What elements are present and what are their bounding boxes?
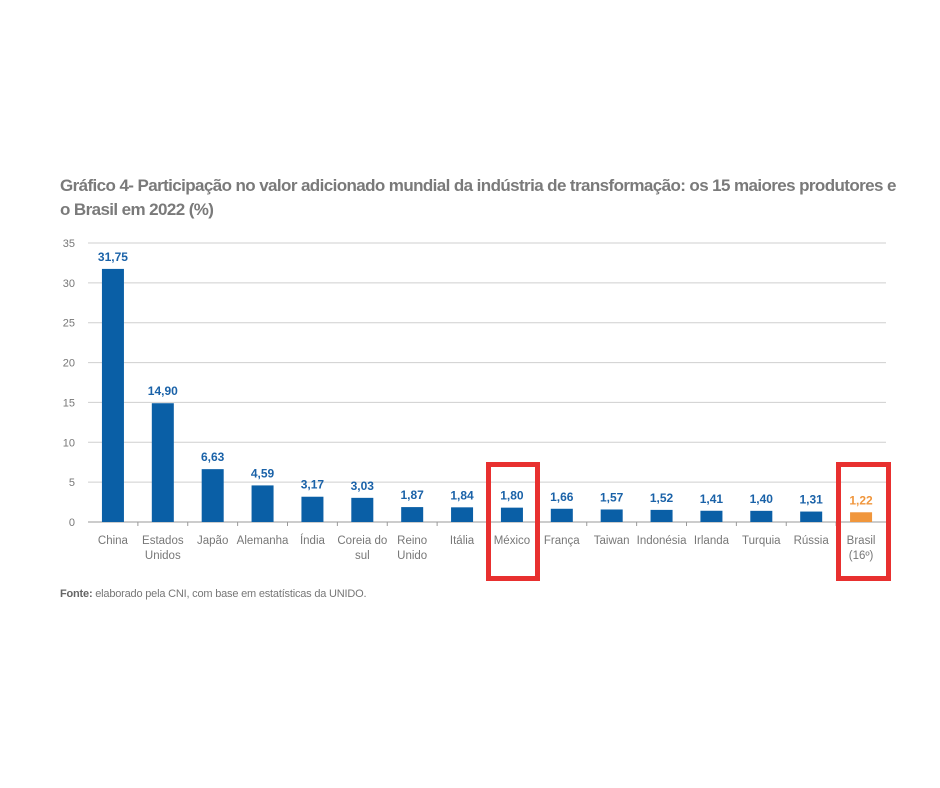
data-label: 1,84 [450,488,474,502]
bar [500,507,523,522]
x-tick-label: Itália [450,535,475,547]
data-label: 1,87 [401,488,425,502]
x-tick-label: Reino [397,535,427,547]
data-label: 1,80 [500,489,524,503]
x-tick-label: Japão [197,535,228,547]
data-label: 1,66 [550,490,574,504]
source-note: Fonte: elaborado pela CNI, com base em e… [60,588,367,600]
x-tick-label: Unido [397,550,427,562]
x-tick-label: México [494,535,530,547]
bar [550,508,573,522]
bar [201,469,224,522]
y-tick-label: 0 [69,517,75,529]
source-label: Fonte: [60,588,93,600]
data-label: 3,03 [351,479,375,493]
source-text: elaborado pela CNI, com base em estatíst… [92,588,367,600]
data-label: 1,41 [700,492,724,506]
data-label: 1,40 [750,492,774,506]
y-tick-label: 35 [63,238,75,250]
data-label: 6,63 [201,450,225,464]
highlight-box-brasil [836,462,891,581]
data-label: 1,22 [849,493,873,507]
x-tick-label: Índia [300,534,326,547]
x-tick-label: Coreia do [337,535,387,547]
data-label: 3,17 [301,478,325,492]
bar [151,403,174,522]
bar [301,496,324,522]
x-tick-label: (16º) [849,550,874,562]
y-tick-label: 10 [63,437,75,449]
bar [850,512,873,522]
bar [351,497,374,522]
y-tick-label: 5 [69,477,75,489]
chart-title: Gráfico 4- Participação no valor adicion… [60,176,896,219]
x-tick-label: Taiwan [594,535,630,547]
data-label: 1,52 [650,491,674,505]
y-tick-label: 15 [63,397,75,409]
data-label: 31,75 [98,250,128,264]
x-tick-label: França [544,535,580,547]
x-tick-label: Estados [142,535,184,547]
bar [101,268,124,522]
data-label: 1,31 [800,493,824,507]
x-tick-label: Unidos [145,550,181,562]
bar [750,510,773,522]
bar [700,510,723,522]
x-tick-label: Irlanda [694,535,730,547]
bar [251,485,274,522]
bar [600,509,623,522]
bar [451,507,474,522]
bar [800,511,823,522]
x-tick-label: Indonésia [637,535,687,547]
x-tick-label: Alemanha [237,535,289,547]
highlight-box-mexico [486,462,540,581]
y-tick-label: 20 [63,358,75,370]
x-tick-label: Brasil [847,535,876,547]
data-label: 1,57 [600,490,624,504]
x-tick-label: China [98,535,129,547]
data-label: 4,59 [251,466,275,480]
x-tick-label: Rússia [794,535,830,547]
x-tick-label: Turquia [742,535,781,547]
bar [650,509,673,522]
y-tick-label: 25 [63,318,75,330]
x-tick-label: sul [355,550,370,562]
bar [401,507,424,522]
y-tick-label: 30 [63,278,75,290]
data-label: 14,90 [148,384,178,398]
